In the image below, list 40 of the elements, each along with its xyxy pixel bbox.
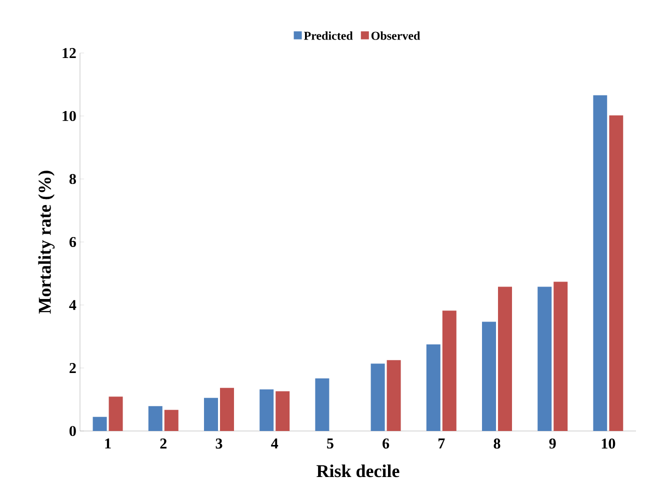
bar [92, 416, 107, 431]
bar [609, 115, 624, 431]
bar [370, 364, 385, 431]
bar [386, 360, 401, 431]
bar [538, 286, 552, 431]
bar [442, 310, 456, 431]
y-tick-label: 12 [62, 48, 76, 58]
y-tick-label: 4 [69, 300, 76, 310]
bar [108, 396, 123, 431]
y-tick-label: 10 [62, 110, 76, 122]
bar [426, 344, 440, 431]
y-tick-label: 8 [69, 174, 76, 184]
x-tick-label: 6 [382, 438, 390, 449]
legend-label: Predicted [304, 31, 353, 40]
legend-label: Observed [371, 31, 420, 40]
x-tick-label: 8 [494, 438, 500, 449]
bar [164, 410, 178, 431]
x-tick-label: 2 [160, 438, 167, 448]
y-tick-label: 0 [70, 426, 76, 436]
x-tick-label: 9 [549, 438, 556, 449]
x-tick-label: 5 [327, 438, 334, 448]
x-tick-label: 4 [271, 438, 278, 448]
bar [276, 391, 290, 431]
bar [315, 378, 330, 431]
bar [482, 322, 496, 431]
x-tick-label: 10 [602, 438, 616, 449]
y-tick-label: 6 [69, 236, 76, 248]
bar [260, 389, 274, 431]
x-tick-label: 7 [438, 438, 445, 448]
x-axis-title: Risk decile [316, 464, 400, 478]
x-tick-label: 3 [216, 438, 222, 449]
bar [220, 388, 234, 431]
y-axis-title: Mortality rate (%) [38, 170, 55, 314]
bar [593, 95, 608, 431]
x-tick-label: 1 [105, 438, 111, 448]
y-tick-label: 2 [70, 363, 76, 373]
bar [498, 286, 512, 431]
bar [204, 398, 218, 431]
bar [148, 406, 162, 431]
bar [554, 282, 568, 431]
